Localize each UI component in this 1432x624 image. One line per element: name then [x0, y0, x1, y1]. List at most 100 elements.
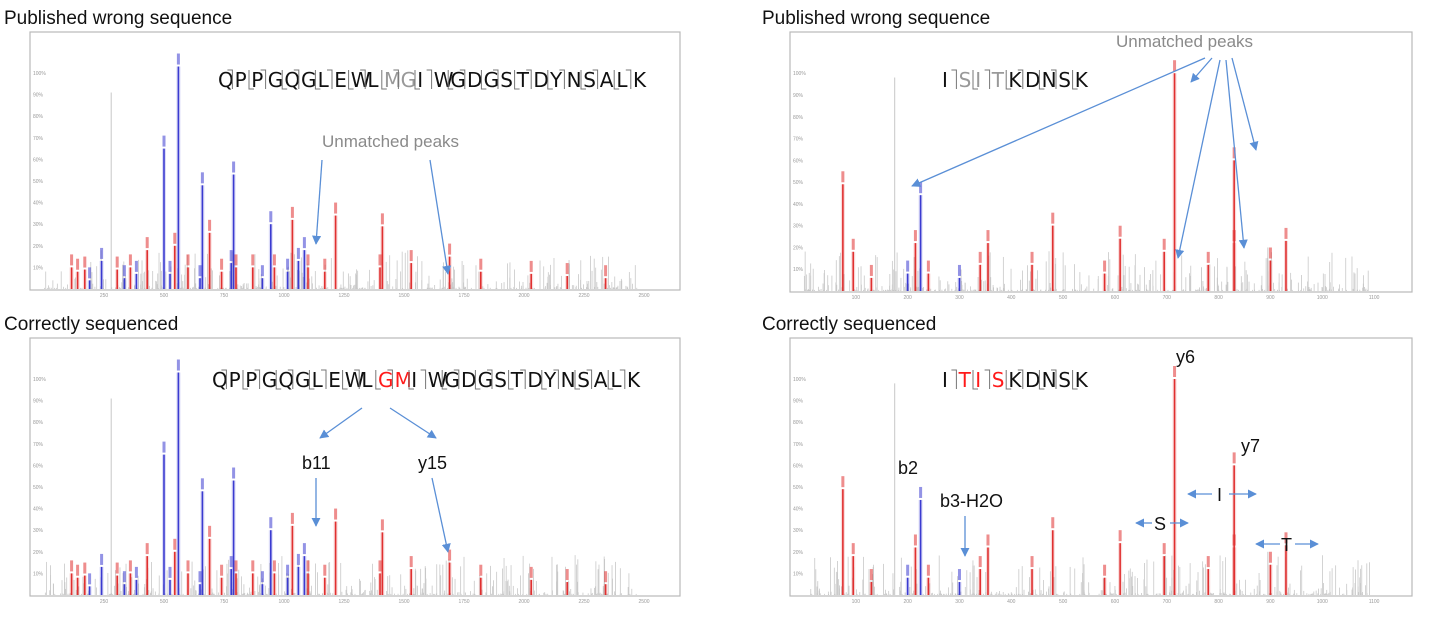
peak-label-mark — [919, 486, 923, 498]
y-tick-label: 60% — [793, 158, 804, 164]
residue: K — [627, 368, 641, 392]
peak-label-mark — [220, 564, 224, 576]
peak-label-mark — [296, 247, 300, 259]
y-tick-label: 30% — [793, 224, 804, 230]
peak-label-mark — [851, 238, 855, 250]
y-tick-label: 80% — [793, 420, 804, 426]
residue: L — [318, 68, 330, 92]
peak-label-mark — [302, 543, 306, 555]
gm-arrow-y15 — [389, 407, 437, 439]
x-tick-label: 300 — [955, 599, 964, 605]
peak-label-mark — [869, 264, 873, 276]
residue: G — [262, 368, 278, 392]
fragment-bracket — [580, 70, 586, 90]
fragment-bracket — [408, 370, 414, 390]
peak-label-mark — [1173, 60, 1177, 72]
x-tick-label: 900 — [1266, 599, 1275, 605]
residue: I — [417, 68, 423, 92]
peak-label-mark — [272, 254, 276, 266]
fragment-bracket — [360, 69, 366, 89]
peak-label-mark — [1030, 556, 1034, 568]
fragment-bracket — [619, 369, 626, 389]
residue: S — [494, 368, 507, 392]
peak-label-mark — [173, 232, 177, 244]
x-tick-label: 400 — [1007, 295, 1016, 301]
x-tick-label: 1750 — [458, 599, 469, 605]
residue: T — [510, 368, 524, 392]
x-tick-label: 750 — [220, 293, 229, 299]
x-tick-label: 1250 — [338, 599, 349, 605]
peak-label-mark — [1284, 532, 1288, 544]
peak-label-mark — [208, 219, 212, 231]
fragment-bracket — [314, 70, 321, 90]
peak-label-mark — [926, 260, 930, 272]
residue: W — [351, 68, 371, 92]
fragment-bracket — [951, 69, 957, 89]
peak-label-mark — [272, 560, 276, 572]
residue: I — [975, 68, 981, 92]
peak-label-mark — [1268, 551, 1272, 563]
peak-label-mark — [200, 478, 204, 490]
peak-label-mark — [232, 161, 236, 173]
y-tick-label: 80% — [33, 420, 44, 426]
y15-arrow — [431, 477, 451, 553]
fragment-bracket — [474, 370, 481, 390]
residue: I — [411, 368, 417, 392]
y-tick-label: 10% — [793, 267, 804, 273]
fragment-bracket — [453, 369, 460, 389]
fragment-bracket — [1038, 370, 1045, 390]
peak-label-mark — [869, 569, 873, 581]
residue: N — [561, 368, 576, 392]
peak-label-mark — [1118, 225, 1122, 237]
x-tick-label: 1750 — [458, 293, 469, 299]
residue: W — [428, 368, 448, 392]
peak-label-mark — [1206, 251, 1210, 263]
x-tick-label: 100 — [852, 295, 861, 301]
x-tick-label: 1250 — [338, 293, 349, 299]
residue: Y — [543, 368, 557, 392]
unmatched-label-tr: Unmatched peaks — [1116, 32, 1253, 51]
peak-label-mark — [957, 569, 961, 581]
residue: L — [367, 68, 379, 92]
peak-label-mark — [479, 564, 483, 576]
y-tick-label: 40% — [793, 507, 804, 513]
residue: D — [527, 368, 542, 392]
peak-label-mark — [380, 213, 384, 225]
peak-label-mark — [1284, 227, 1288, 239]
x-tick-label: 700 — [1163, 295, 1172, 301]
plot-frame — [29, 337, 681, 597]
x-tick-label: 400 — [1007, 599, 1016, 605]
y-tick-label: 20% — [793, 245, 804, 251]
x-tick-label: 1000 — [278, 293, 289, 299]
unmatched-label-tl: Unmatched peaks — [322, 132, 459, 151]
y-tick-label: 90% — [793, 399, 804, 405]
fragment-bracket — [414, 70, 420, 90]
fragment-bracket — [1005, 70, 1012, 90]
fragment-bracket — [227, 69, 233, 89]
peak-label-mark — [841, 476, 845, 488]
fragment-bracket — [547, 70, 553, 90]
residue: G — [268, 68, 284, 92]
residue: M — [384, 68, 401, 92]
residue: S — [577, 368, 590, 392]
residue: M — [395, 368, 412, 392]
fragment-bracket — [1051, 369, 1057, 389]
residue: A — [594, 368, 608, 392]
peak-label-mark — [186, 254, 190, 266]
residue: K — [633, 68, 647, 92]
fragment-bracket — [242, 370, 248, 390]
residue: Q — [212, 368, 228, 392]
x-tick-label: 1500 — [398, 599, 409, 605]
peak-label-mark — [323, 564, 327, 576]
residue: I — [942, 368, 948, 392]
fragment-bracket — [526, 69, 532, 89]
residue: K — [1008, 368, 1022, 392]
residue: D — [1025, 68, 1040, 92]
residue: S — [1058, 68, 1071, 92]
residue: T — [958, 368, 972, 392]
panel-title-tl: Published wrong sequence — [4, 8, 233, 29]
fragment-bracket — [541, 370, 547, 390]
peak-label-mark — [100, 247, 104, 259]
y-tick-label: 30% — [793, 528, 804, 534]
